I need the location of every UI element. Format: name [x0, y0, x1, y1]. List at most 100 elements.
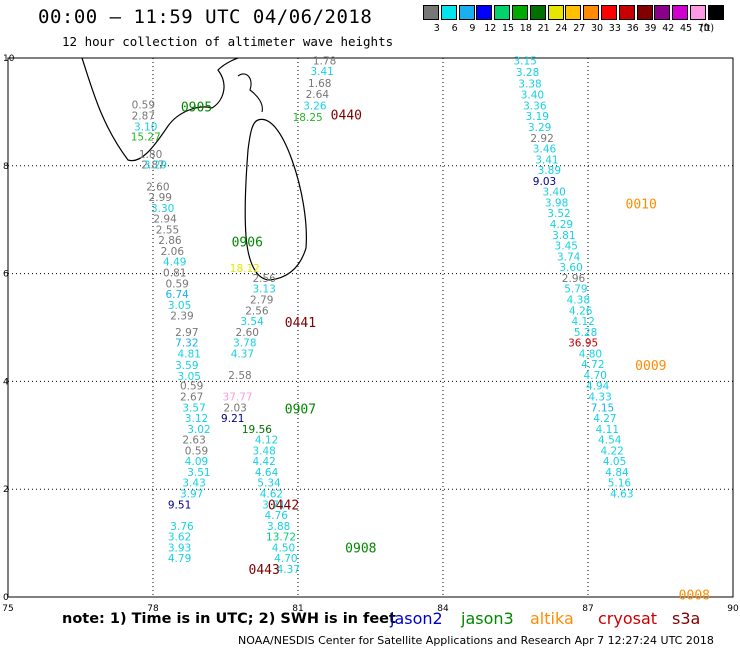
- satellite-label-jason3: jason3: [461, 609, 514, 628]
- map-frame: [7, 57, 734, 598]
- color-legend: 3 6 9 12 15 18 21 24 27 30 33 36 39 42 45 70 (ft): [423, 5, 727, 35]
- wave-height-value: 5.79: [564, 284, 587, 296]
- wave-height-value: 3.12: [185, 413, 208, 425]
- wave-height-value: 4.05: [603, 456, 626, 468]
- wave-height-value: 4.27: [593, 413, 616, 425]
- wave-height-value: 9.03: [533, 176, 556, 188]
- legend-label: 12: [484, 23, 497, 34]
- legend-swatch: [458, 5, 475, 20]
- pass-time-label: 0907: [285, 402, 316, 417]
- wave-height-value: 3.46: [533, 144, 557, 156]
- legend-swatch: [494, 5, 511, 20]
- wave-height-value: 3.81: [552, 230, 575, 242]
- wave-height-value: 4.29: [550, 219, 573, 231]
- time-labels: 0905 0440 0906 0010 0441 0907 0009 0442 0908 0443…: [181, 101, 710, 604]
- wave-height-value: 5.34: [257, 478, 281, 490]
- wave-height-value: 4.94: [586, 381, 610, 393]
- wave-height-value: 2.86: [158, 235, 182, 247]
- y-tick-label: 6: [3, 270, 9, 280]
- wave-height-value: 6.74: [165, 289, 189, 301]
- wave-height-value: 3.13: [252, 284, 275, 296]
- wave-height-value: 2.96: [562, 273, 586, 285]
- legend-label: 24: [555, 23, 568, 34]
- wave-height-value: 4.62: [260, 489, 283, 501]
- legend-swatch: [654, 5, 671, 20]
- pass-time-label: 0905: [181, 101, 212, 116]
- wave-height-value: 3.51: [187, 467, 210, 479]
- wave-height-value: 1.80: [139, 149, 162, 161]
- legend-label: 45: [680, 23, 693, 34]
- wave-height-value: 3.88: [267, 521, 290, 533]
- wave-height-value: 3.60: [559, 262, 582, 274]
- wave-height-value: 9.51: [168, 499, 191, 511]
- wave-height-value: 3.40: [542, 187, 565, 199]
- wave-height-value: 3.36: [523, 100, 547, 112]
- satellite-label-altika: altika: [530, 609, 574, 628]
- legend-swatch: [565, 5, 582, 20]
- wave-height-value: 4.26: [569, 305, 593, 317]
- pass-time-label: 0010: [626, 198, 657, 213]
- wave-height-value: 4.70: [274, 553, 297, 565]
- satellite-label-jason2: jason2: [390, 609, 443, 628]
- legend-label: 9: [469, 23, 476, 34]
- legend-swatch: [672, 5, 689, 20]
- wave-height-value: 3.30: [151, 203, 174, 215]
- pass-time-label: 0443: [249, 563, 280, 578]
- wave-height-value: 2.87: [132, 111, 155, 123]
- coastline: [81, 57, 307, 281]
- wave-height-value: 3.40: [521, 90, 544, 102]
- pass-time-label: 0908: [345, 541, 376, 556]
- wave-height-value: 3.98: [545, 197, 568, 209]
- wave-height-value: 4.72: [581, 359, 604, 371]
- wave-height-value: 4.22: [600, 445, 623, 457]
- wave-height-value: 3.05: [168, 300, 191, 312]
- wave-height-value: 4.50: [272, 542, 295, 554]
- wave-height-value: 2.60: [236, 327, 259, 339]
- y-tick-label: 8: [3, 162, 9, 172]
- pass-time-label: 0442: [268, 498, 299, 513]
- wave-height-value: 3.48: [252, 445, 275, 457]
- legend-label: 30: [591, 23, 604, 34]
- map-grid: [8, 58, 733, 597]
- wave-height-value: 3.89: [538, 165, 561, 177]
- wave-height-value: 18.25: [293, 112, 323, 124]
- wave-height-value: 3.54: [240, 316, 264, 328]
- x-tick-label: 87: [582, 604, 593, 614]
- wave-height-value: 4.49: [163, 257, 186, 269]
- legend-unit: (ft): [699, 23, 715, 34]
- wave-height-value: 7.15: [591, 402, 614, 414]
- wave-height-value: 18.12: [230, 263, 260, 275]
- x-tick-label: 84: [437, 604, 449, 614]
- wave-height-value: 3.28: [516, 67, 539, 79]
- footnote: note: 1) Time is in UTC; 2) SWH is in fe…: [62, 611, 396, 627]
- wave-height-value: 2.94: [153, 214, 177, 226]
- legend-label: 33: [608, 23, 621, 34]
- legend-label: 18: [519, 23, 532, 34]
- wave-height-value: 3.52: [547, 208, 570, 220]
- legend-label: 39: [644, 23, 657, 34]
- wave-height-value: 4.37: [277, 564, 300, 576]
- wave-height-value: 2.06: [161, 246, 185, 258]
- wave-height-value: 5.28: [574, 327, 597, 339]
- wave-height-value: 2.67: [180, 391, 203, 403]
- wave-height-value: 3.19: [526, 111, 549, 123]
- wave-height-value: 9.21: [221, 413, 244, 425]
- wave-height-value: 3.02: [187, 424, 210, 436]
- wave-height-value: 1.78: [313, 56, 336, 68]
- legend-swatch: [476, 5, 493, 20]
- wave-height-value: 3.71: [262, 499, 285, 511]
- wave-height-value: 4.37: [231, 348, 254, 360]
- wave-height-value: 0.59: [165, 278, 188, 290]
- satellite-label-cryosat: cryosat: [598, 609, 658, 628]
- wave-height-value: 4.12: [255, 435, 278, 447]
- wave-height-value: 4.81: [178, 348, 201, 360]
- page-subtitle: 12 hour collection of altimeter wave hei…: [62, 34, 394, 49]
- wave-height-value: 3.93: [168, 542, 191, 554]
- x-tick-label: 78: [147, 604, 159, 614]
- pass-time-label: 0009: [635, 359, 666, 374]
- wave-height-value: 2.63: [182, 435, 205, 447]
- wave-height-value: 2.03: [223, 402, 246, 414]
- legend-swatch: [423, 5, 439, 20]
- jaffna-coastline: [237, 73, 263, 113]
